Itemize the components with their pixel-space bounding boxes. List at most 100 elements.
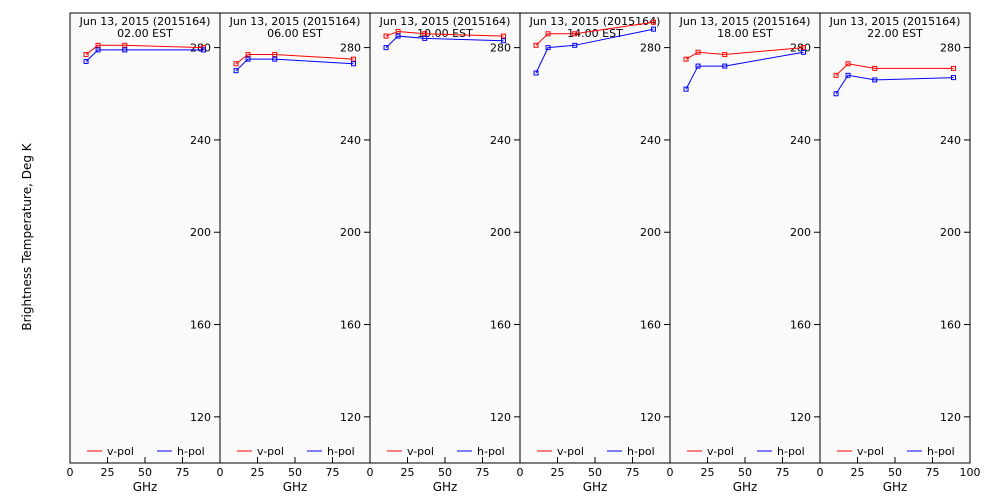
y-tick-label: 120 (640, 411, 661, 424)
data-point-h-pol (651, 26, 656, 32)
x-tick-label: 50 (138, 466, 152, 479)
y-tick-label: 160 (190, 319, 211, 332)
x-axis-label: GHz (283, 480, 308, 494)
panel-6: Jun 13, 2015 (2015164)22.00 EST 120 160 200… (817, 12, 981, 494)
data-point-v-pol (245, 52, 251, 58)
plot-frame (69, 12, 221, 464)
data-point-h-pol (245, 56, 251, 62)
x-tick-label: 75 (326, 466, 340, 479)
legend-label-v-pol: v-pol (107, 445, 134, 458)
x-tick-label: 50 (588, 466, 602, 479)
legend-label-h-pol: h-pol (777, 445, 805, 458)
data-point-v-pol (122, 42, 128, 48)
data-point-h-pol (722, 63, 728, 69)
series-line-h-pol (685, 51, 804, 90)
data-point-h-pol (695, 63, 701, 69)
y-tick-label: 160 (340, 319, 361, 332)
data-point-v-pol (383, 33, 389, 39)
data-point-h-pol (201, 47, 206, 53)
data-point-v-pol (501, 33, 506, 39)
x-tick-label: 0 (667, 466, 674, 479)
series-line-v-pol (535, 21, 654, 46)
data-point-h-pol (122, 47, 128, 53)
data-point-v-pol (951, 65, 956, 71)
y-tick-label: 160 (640, 319, 661, 332)
data-point-h-pol (395, 33, 401, 39)
y-tick-label: 160 (790, 319, 811, 332)
x-tick-label: 0 (217, 466, 224, 479)
legend-label-v-pol: v-pol (707, 445, 734, 458)
y-tick-label: 120 (940, 411, 961, 424)
legend-label-h-pol: h-pol (927, 445, 955, 458)
data-point-v-pol (83, 52, 89, 58)
y-tick-label: 280 (340, 42, 361, 55)
y-tick-label: 280 (940, 42, 961, 55)
panel-title: Jun 13, 2015 (2015164) (829, 15, 961, 28)
y-tick-label: 120 (490, 411, 511, 424)
panel-title: Jun 13, 2015 (2015164) (79, 15, 211, 28)
data-point-v-pol (872, 65, 878, 71)
x-tick-label: 0 (67, 466, 74, 479)
panel-subtitle: 10.00 EST (417, 27, 473, 40)
data-point-v-pol (533, 42, 539, 48)
data-point-v-pol (695, 49, 701, 55)
x-tick-label: 75 (776, 466, 790, 479)
x-tick-label: 75 (476, 466, 490, 479)
data-point-v-pol (801, 45, 806, 51)
y-tick-label: 200 (640, 226, 661, 239)
data-point-h-pol (383, 45, 389, 51)
legend-label-h-pol: h-pol (177, 445, 205, 458)
data-point-v-pol (722, 52, 728, 58)
y-tick-label: 200 (940, 226, 961, 239)
data-point-v-pol (422, 31, 428, 37)
legend-label-v-pol: v-pol (857, 445, 884, 458)
data-point-v-pol (272, 52, 278, 58)
data-point-v-pol (651, 19, 656, 25)
data-point-h-pol (351, 61, 356, 67)
y-tick-label: 200 (490, 226, 511, 239)
data-point-h-pol (845, 72, 851, 78)
y-tick-label: 240 (340, 134, 361, 147)
plot-frame (369, 12, 521, 464)
data-point-v-pol (233, 61, 239, 67)
data-point-h-pol (83, 58, 89, 64)
data-point-h-pol (683, 86, 689, 92)
panel-title: Jun 13, 2015 (2015164) (679, 15, 811, 28)
legend-label-h-pol: h-pol (627, 445, 655, 458)
y-tick-label: 240 (490, 134, 511, 147)
x-tick-label: 75 (176, 466, 190, 479)
y-tick-label: 160 (940, 319, 961, 332)
data-point-h-pol (501, 38, 506, 44)
y-axis-label: Brightness Temperature, Deg K (20, 142, 34, 330)
legend-label-h-pol: h-pol (327, 445, 355, 458)
series-line-v-pol (235, 54, 354, 65)
x-axis-label: GHz (433, 480, 458, 494)
panel-subtitle: 18.00 EST (717, 27, 773, 40)
x-tick-label: 100 (960, 466, 981, 479)
data-point-h-pol (422, 35, 428, 41)
y-tick-label: 280 (190, 42, 211, 55)
x-axis-label: GHz (883, 480, 908, 494)
legend-label-v-pol: v-pol (557, 445, 584, 458)
x-tick-label: 75 (626, 466, 640, 479)
y-tick-label: 200 (190, 226, 211, 239)
y-tick-label: 120 (190, 411, 211, 424)
plot-frame (219, 12, 371, 464)
y-tick-label: 280 (640, 42, 661, 55)
x-tick-label: 50 (438, 466, 452, 479)
series-line-v-pol (85, 44, 204, 55)
series-line-v-pol (835, 63, 954, 76)
panel-4: Jun 13, 2015 (2015164)14.00 EST 120 160 200… (517, 12, 671, 494)
panel-subtitle: 14.00 EST (567, 27, 623, 40)
data-point-v-pol (572, 31, 578, 37)
x-tick-label: 0 (517, 466, 524, 479)
x-tick-label: 25 (251, 466, 265, 479)
y-tick-label: 160 (490, 319, 511, 332)
legend-label-v-pol: v-pol (257, 445, 284, 458)
x-tick-label: 25 (701, 466, 715, 479)
data-point-h-pol (272, 56, 278, 62)
data-point-h-pol (233, 68, 239, 74)
panel-5: Jun 13, 2015 (2015164)18.00 EST 120 160 200… (667, 12, 821, 494)
panel-title: Jun 13, 2015 (2015164) (529, 15, 661, 28)
